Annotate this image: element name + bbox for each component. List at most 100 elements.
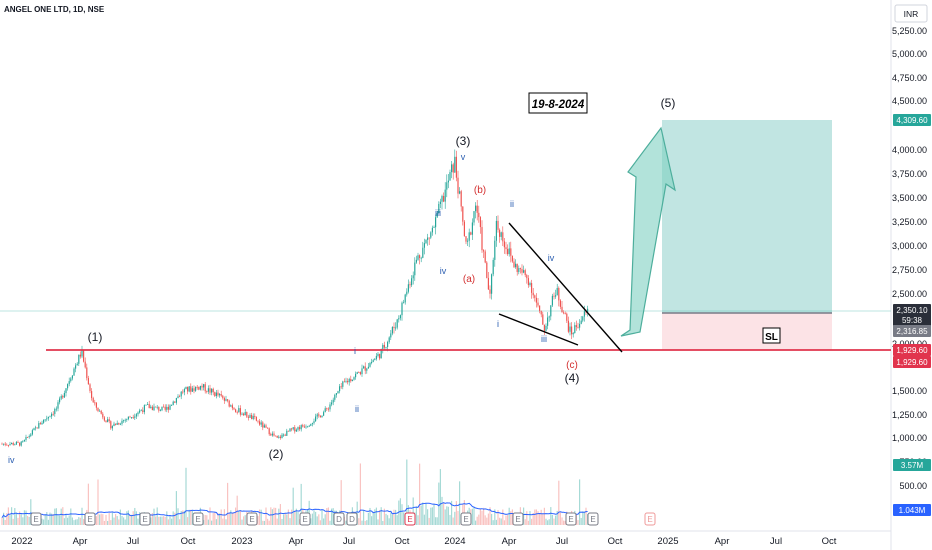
triangle-upper-line[interactable] xyxy=(508,222,623,353)
volume-bar xyxy=(363,510,365,525)
candle-body xyxy=(513,261,515,268)
candle-body xyxy=(249,415,251,418)
time-tick-label: Oct xyxy=(395,536,410,547)
candle-body xyxy=(22,441,24,443)
candle-body xyxy=(353,377,355,380)
volume-bar xyxy=(315,511,317,525)
volume-bar xyxy=(486,517,488,525)
volume-bar xyxy=(14,508,16,525)
candle-body xyxy=(110,421,112,429)
volume-bar xyxy=(131,514,133,525)
earnings-marker[interactable]: E xyxy=(460,512,472,526)
target-zone[interactable] xyxy=(662,120,832,313)
earnings-marker[interactable]: E xyxy=(246,512,258,526)
price-badge[interactable]: 2,350.10 xyxy=(893,304,931,316)
volume-bar xyxy=(455,501,457,525)
candle-body xyxy=(470,232,472,235)
earnings-marker[interactable]: E xyxy=(404,512,416,526)
candle-body xyxy=(569,326,571,332)
candle-body xyxy=(468,232,470,241)
volume-bar xyxy=(54,508,56,525)
candle-body xyxy=(534,295,536,298)
candle-body xyxy=(292,427,294,430)
date-stamp-box[interactable] xyxy=(528,92,588,114)
price-badge[interactable]: 4,309.60 xyxy=(893,114,931,126)
candle-body xyxy=(497,220,499,230)
stop-loss-zone[interactable] xyxy=(662,313,832,350)
price-axis[interactable] xyxy=(891,0,932,550)
volume-bar xyxy=(111,512,113,525)
candle-body xyxy=(297,427,299,430)
price-tick-label: 1,500.00 xyxy=(892,386,927,396)
candle-body xyxy=(171,404,173,406)
price-badge[interactable]: 2,316.85 xyxy=(893,325,931,337)
price-badge[interactable]: 3.57M xyxy=(893,459,931,471)
currency-badge[interactable] xyxy=(894,4,928,23)
volume-bar xyxy=(401,504,403,525)
price-badge[interactable]: 1.043M xyxy=(893,504,931,516)
volume-bar xyxy=(545,518,547,525)
volume-bar xyxy=(371,516,373,525)
earnings-marker[interactable]: D xyxy=(346,512,358,526)
triangle-lower-line[interactable] xyxy=(498,313,579,346)
wave-label: (c) xyxy=(566,360,578,371)
candle-body xyxy=(172,401,174,405)
projection-arrow[interactable] xyxy=(620,126,676,337)
candle-body xyxy=(86,367,88,379)
earnings-marker[interactable]: E xyxy=(139,512,151,526)
candle-body xyxy=(158,406,160,411)
volume-bar xyxy=(326,508,328,525)
candle-body xyxy=(374,359,376,361)
volume-bar xyxy=(223,509,225,525)
candle-body xyxy=(294,427,296,432)
candle-body xyxy=(113,423,115,427)
volume-bar xyxy=(507,515,509,525)
svg-text:E: E xyxy=(302,515,307,524)
volume-bar xyxy=(559,512,561,525)
earnings-marker[interactable]: E xyxy=(565,512,577,526)
earnings-marker[interactable]: D xyxy=(333,512,345,526)
volume-bar xyxy=(403,512,405,525)
sl-box[interactable] xyxy=(762,327,781,344)
candle-body xyxy=(310,424,312,426)
earnings-marker[interactable]: E xyxy=(512,512,524,526)
candle-body xyxy=(564,313,566,315)
earnings-marker[interactable]: E xyxy=(30,512,42,526)
wave-label: (4) xyxy=(565,371,580,385)
candle-body xyxy=(76,363,78,366)
candle-body xyxy=(375,355,377,360)
earnings-marker[interactable]: E xyxy=(84,512,96,526)
candle-body xyxy=(308,425,310,427)
candle-body xyxy=(73,368,75,376)
earnings-marker[interactable]: E xyxy=(644,512,656,526)
volume-bar xyxy=(505,515,507,525)
volume-bar xyxy=(422,502,424,525)
candle-body xyxy=(241,413,243,415)
candle-body xyxy=(193,388,195,391)
volume-bar xyxy=(230,510,232,525)
earnings-marker[interactable]: E xyxy=(299,512,311,526)
price-badge[interactable]: 1,929.60 xyxy=(893,356,931,368)
candle-body xyxy=(108,419,110,422)
volume-bar xyxy=(217,513,219,525)
volume-bar xyxy=(419,463,421,525)
candle-body xyxy=(35,427,37,429)
candle-body xyxy=(515,263,517,268)
time-tick-label: Apr xyxy=(73,536,88,547)
price-badge[interactable]: 59:38 xyxy=(893,314,931,326)
volume-bar xyxy=(372,511,374,525)
volume-bar xyxy=(121,515,123,525)
volume-bar xyxy=(292,487,294,525)
volume-bar xyxy=(233,512,235,525)
earnings-marker[interactable]: E xyxy=(192,512,204,526)
candle-body xyxy=(419,255,421,258)
candle-body xyxy=(263,425,265,428)
candle-body xyxy=(153,406,155,411)
earnings-marker[interactable]: E xyxy=(587,512,599,526)
candle-body xyxy=(548,316,550,318)
svg-text:E: E xyxy=(249,515,254,524)
candle-body xyxy=(551,295,553,306)
price-badge[interactable]: 1,929.60 xyxy=(893,344,931,356)
candle-body xyxy=(417,255,419,260)
